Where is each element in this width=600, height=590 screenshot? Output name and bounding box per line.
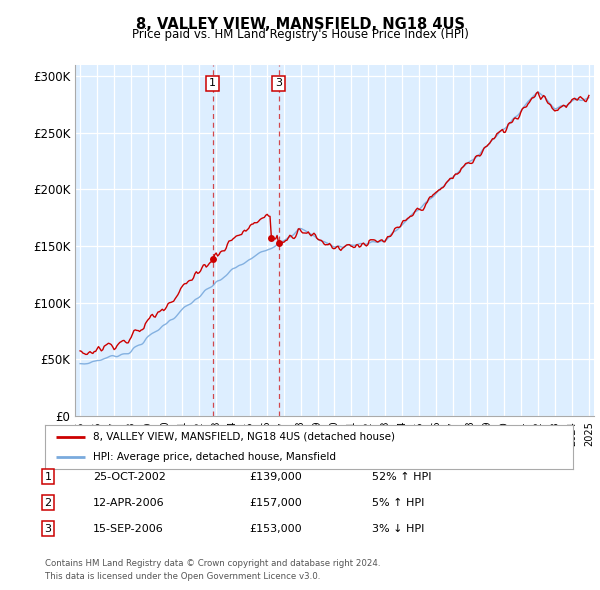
Text: 15-SEP-2006: 15-SEP-2006	[93, 524, 164, 533]
Text: 3: 3	[44, 524, 52, 533]
Text: 1: 1	[209, 78, 216, 88]
Text: HPI: Average price, detached house, Mansfield: HPI: Average price, detached house, Mans…	[92, 452, 335, 462]
Text: 3: 3	[275, 78, 282, 88]
Text: 5% ↑ HPI: 5% ↑ HPI	[372, 498, 424, 507]
Text: 25-OCT-2002: 25-OCT-2002	[93, 472, 166, 481]
Text: 12-APR-2006: 12-APR-2006	[93, 498, 164, 507]
Text: 52% ↑ HPI: 52% ↑ HPI	[372, 472, 431, 481]
Text: 8, VALLEY VIEW, MANSFIELD, NG18 4US: 8, VALLEY VIEW, MANSFIELD, NG18 4US	[136, 17, 464, 31]
Text: £153,000: £153,000	[249, 524, 302, 533]
Text: 2: 2	[44, 498, 52, 507]
Text: 3% ↓ HPI: 3% ↓ HPI	[372, 524, 424, 533]
Text: £139,000: £139,000	[249, 472, 302, 481]
Text: 8, VALLEY VIEW, MANSFIELD, NG18 4US (detached house): 8, VALLEY VIEW, MANSFIELD, NG18 4US (det…	[92, 432, 395, 442]
Text: Contains HM Land Registry data © Crown copyright and database right 2024.: Contains HM Land Registry data © Crown c…	[45, 559, 380, 568]
Text: This data is licensed under the Open Government Licence v3.0.: This data is licensed under the Open Gov…	[45, 572, 320, 581]
Text: Price paid vs. HM Land Registry's House Price Index (HPI): Price paid vs. HM Land Registry's House …	[131, 28, 469, 41]
Text: 1: 1	[44, 472, 52, 481]
Text: £157,000: £157,000	[249, 498, 302, 507]
